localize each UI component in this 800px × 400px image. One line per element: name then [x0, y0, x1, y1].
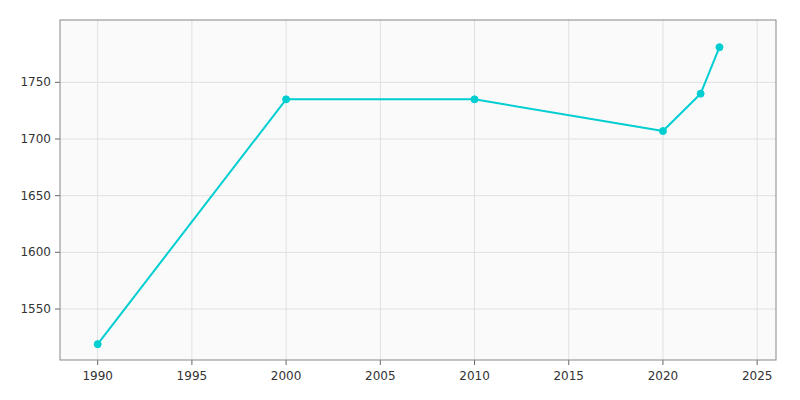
tick-y	[55, 82, 60, 83]
tick-y	[55, 195, 60, 196]
tick-label-x: 2010	[459, 369, 490, 383]
tick-label-x: 2025	[742, 369, 773, 383]
plot-frame	[60, 20, 776, 360]
tick-x	[286, 360, 287, 365]
tick-label-x: 2015	[553, 369, 584, 383]
grid	[60, 20, 776, 360]
tick-x	[662, 360, 663, 365]
grid-line-y	[60, 195, 776, 196]
plot-area	[60, 20, 776, 360]
marker	[471, 96, 478, 103]
tick-y	[55, 139, 60, 140]
tick-x	[97, 360, 98, 365]
tick-label-y: 1600	[20, 245, 51, 259]
tick-x	[568, 360, 569, 365]
tick-x	[474, 360, 475, 365]
tick-x	[191, 360, 192, 365]
tick-x	[380, 360, 381, 365]
tick-label-y: 1550	[20, 302, 51, 316]
marker	[716, 44, 723, 51]
tick-label-x: 1995	[177, 369, 208, 383]
tick-label-x: 2005	[365, 369, 396, 383]
line	[98, 47, 720, 344]
tick-label-x: 1990	[82, 369, 113, 383]
marker	[283, 96, 290, 103]
marker	[659, 128, 666, 135]
tick-label-y: 1700	[20, 132, 51, 146]
series	[94, 44, 723, 348]
tick-label-x: 2020	[648, 369, 679, 383]
marker	[697, 90, 704, 97]
page: {"chart_data": {"type": "line", "x": [19…	[0, 0, 800, 400]
tick-label-x: 2000	[271, 369, 302, 383]
marker	[94, 341, 101, 348]
grid-line-y	[60, 309, 776, 310]
grid-line-y	[60, 139, 776, 140]
tick-y	[55, 252, 60, 253]
tick-x	[757, 360, 758, 365]
axes: 1990 1995 2000 2005 2010 2015 2020 2025 1550 1600…	[20, 75, 772, 383]
tick-y	[55, 309, 60, 310]
chart-container: 1990 1995 2000 2005 2010 2015 2020 2025 1550 1600…	[0, 0, 800, 400]
grid-line-y	[60, 82, 776, 83]
tick-label-y: 1650	[20, 189, 51, 203]
chart: 1990 1995 2000 2005 2010 2015 2020 2025 1550 1600…	[0, 0, 800, 400]
tick-label-y: 1750	[20, 75, 51, 89]
